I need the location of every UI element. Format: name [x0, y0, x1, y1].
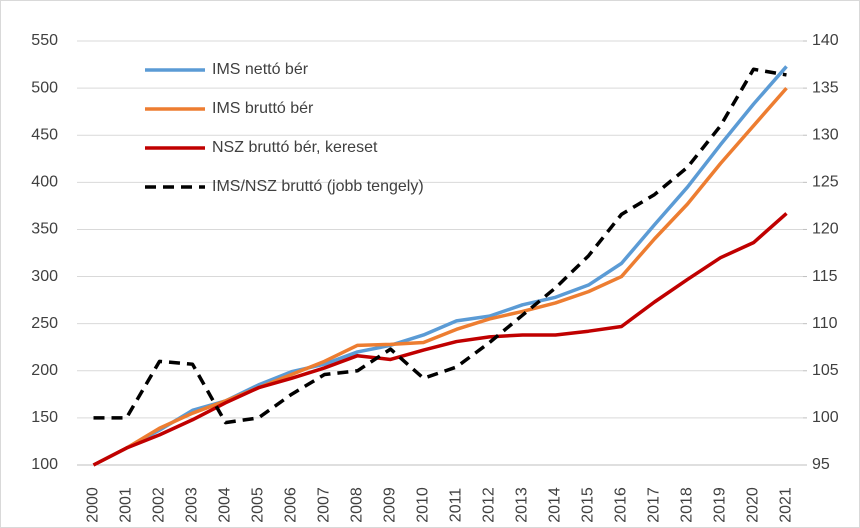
y2-tick-label: 125: [812, 174, 839, 191]
x-tick-label: 2009: [382, 487, 399, 523]
x-tick-label: 2008: [349, 487, 366, 523]
x-tick-label: 2021: [778, 487, 795, 523]
y-tick-label: 200: [31, 362, 58, 379]
x-tick-label: 2018: [679, 487, 696, 523]
y-tick-label: 300: [31, 268, 58, 285]
legend-label: IMS/NSZ bruttó (jobb tengely): [212, 178, 424, 195]
y2-tick-label: 140: [812, 32, 839, 49]
y2-tick-label: 130: [812, 126, 839, 143]
y2-tick-label: 105: [812, 362, 839, 379]
legend-label: IMS nettó bér: [212, 61, 309, 78]
x-tick-label: 2013: [514, 487, 531, 523]
y2-tick-label: 110: [812, 315, 838, 332]
y-tick-label: 400: [31, 174, 58, 191]
legend-label: IMS bruttó bér: [212, 100, 314, 117]
x-tick-label: 2003: [184, 487, 201, 523]
x-tick-label: 2017: [646, 487, 663, 523]
x-tick-label: 2016: [613, 487, 630, 523]
x-tick-label: 2007: [316, 487, 333, 523]
x-tick-label: 2000: [85, 487, 102, 523]
x-tick-label: 2014: [547, 487, 564, 523]
x-tick-label: 2012: [481, 487, 498, 523]
legend-label: NSZ bruttó bér, kereset: [212, 139, 378, 156]
x-tick-label: 2004: [217, 487, 234, 523]
y-tick-label: 550: [31, 32, 58, 49]
y2-tick-label: 120: [812, 221, 839, 238]
y-tick-label: 150: [31, 409, 58, 426]
y-tick-label: 450: [31, 126, 58, 143]
x-tick-label: 2015: [580, 487, 597, 523]
y2-tick-label: 135: [812, 79, 839, 96]
series-line: [92, 86, 788, 467]
y-tick-label: 100: [31, 456, 58, 473]
x-tick-label: 2006: [283, 487, 300, 523]
x-tick-label: 2010: [415, 487, 432, 523]
y2-tick-label: 115: [812, 268, 838, 285]
series-line: [92, 212, 788, 467]
x-tick-label: 2005: [250, 487, 267, 523]
y-tick-label: 350: [31, 221, 58, 238]
x-tick-label: 2020: [745, 487, 762, 523]
x-tick-label: 2002: [151, 487, 168, 523]
x-tick-label: 2011: [448, 488, 465, 523]
series-line: [93, 67, 787, 425]
y-tick-label: 250: [31, 315, 58, 332]
x-tick-label: 2019: [712, 487, 729, 523]
y2-tick-label: 95: [812, 456, 830, 473]
y-tick-label: 500: [31, 79, 58, 96]
x-tick-label: 2001: [118, 487, 135, 523]
y2-tick-label: 100: [812, 409, 839, 426]
